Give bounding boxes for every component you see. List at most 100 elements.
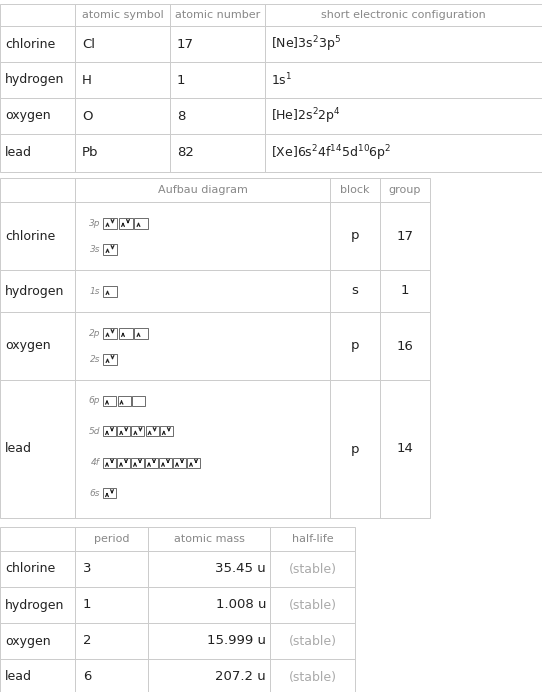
Bar [173,458,186,468]
Bar [75,527,148,551]
Bar [134,327,148,338]
Text: $\mathregular{1s^{1}}$: $\mathregular{1s^{1}}$ [271,72,292,89]
Bar [103,286,117,296]
Bar [0,178,75,202]
Bar [75,380,330,518]
Text: 6: 6 [83,671,92,684]
Text: 82: 82 [177,147,194,159]
Text: lead: lead [5,671,32,684]
Bar [131,458,144,468]
Text: O: O [82,109,93,122]
Bar [265,98,542,134]
Text: $\mathregular{[Ne]3s^{2}3p^{5}}$: $\mathregular{[Ne]3s^{2}3p^{5}}$ [271,34,341,54]
Text: (stable): (stable) [288,635,337,648]
Bar [103,327,117,338]
Bar [170,62,265,98]
Bar [170,26,265,62]
Text: oxygen: oxygen [5,635,50,648]
Text: group: group [389,185,421,195]
Text: oxygen: oxygen [5,109,50,122]
Bar [265,134,542,172]
Text: 3: 3 [83,563,92,576]
Bar [148,587,270,623]
Text: p: p [351,340,359,352]
Text: 3s: 3s [89,244,100,253]
Bar [0,312,75,380]
Bar [270,659,355,692]
Text: hydrogen: hydrogen [5,599,64,612]
Bar [148,659,270,692]
Bar [119,327,132,338]
Text: atomic number: atomic number [175,10,260,20]
Text: lead: lead [5,442,32,455]
Text: p: p [351,230,359,242]
Text: 2p: 2p [88,329,100,338]
Bar [0,202,75,270]
Bar [380,312,430,380]
Text: 4f: 4f [91,458,100,467]
Bar [75,26,170,62]
Bar [0,4,75,26]
Text: Pb: Pb [82,147,99,159]
Bar [170,4,265,26]
Bar [159,458,172,468]
Text: 35.45 u: 35.45 u [215,563,266,576]
Bar [270,623,355,659]
Text: 1: 1 [83,599,92,612]
Bar [75,659,148,692]
Text: 1s: 1s [89,286,100,295]
Bar [265,4,542,26]
Bar [270,551,355,587]
Bar [265,62,542,98]
Bar [0,62,75,98]
Bar [0,551,75,587]
Bar [75,178,330,202]
Text: 5d: 5d [88,426,100,435]
Bar [0,270,75,312]
Text: s: s [352,284,358,298]
Text: (stable): (stable) [288,671,337,684]
Bar [187,458,200,468]
Bar [75,202,330,270]
Bar [75,98,170,134]
Text: short electronic configuration: short electronic configuration [321,10,486,20]
Text: 6p: 6p [88,397,100,406]
Text: atomic symbol: atomic symbol [82,10,163,20]
Text: period: period [94,534,129,544]
Bar [148,551,270,587]
Text: 17: 17 [177,37,194,51]
Text: hydrogen: hydrogen [5,284,64,298]
Bar [330,312,380,380]
Bar [145,458,158,468]
Text: 1: 1 [177,73,185,86]
Bar [75,623,148,659]
Bar [380,270,430,312]
Text: hydrogen: hydrogen [5,73,64,86]
Text: 1: 1 [401,284,409,298]
Bar [75,270,330,312]
Text: atomic mass: atomic mass [173,534,244,544]
Bar [118,396,131,406]
Bar [103,458,116,468]
Bar [0,587,75,623]
Bar [103,244,117,255]
Bar [119,217,132,228]
Text: 1.008 u: 1.008 u [216,599,266,612]
Bar [75,4,170,26]
Bar [160,426,173,436]
Bar [75,587,148,623]
Text: 17: 17 [397,230,414,242]
Text: 8: 8 [177,109,185,122]
Text: chlorine: chlorine [5,37,55,51]
Bar [132,396,145,406]
Bar [75,62,170,98]
Bar [0,623,75,659]
Text: (stable): (stable) [288,599,337,612]
Bar [330,202,380,270]
Bar [265,26,542,62]
Text: 14: 14 [397,442,414,455]
Text: $\mathregular{[He]2s^{2}2p^{4}}$: $\mathregular{[He]2s^{2}2p^{4}}$ [271,106,341,126]
Text: 3p: 3p [88,219,100,228]
Bar [270,527,355,551]
Text: $\mathregular{[Xe]6s^{2}4f^{14}5d^{10}6p^{2}}$: $\mathregular{[Xe]6s^{2}4f^{14}5d^{10}6p… [271,143,391,163]
